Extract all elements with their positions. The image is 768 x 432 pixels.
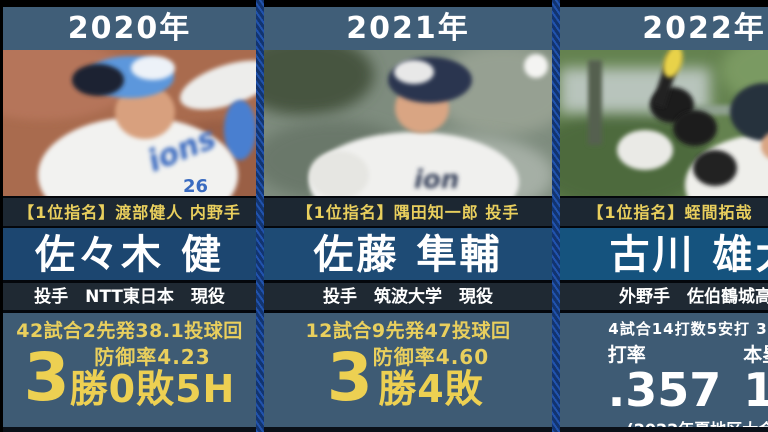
top-black-bar (560, 0, 768, 7)
player-photo-2021: ion (264, 50, 552, 196)
left-black-edge (0, 0, 3, 432)
batter-photo-illustration (560, 50, 768, 196)
stat-batting-line: 4試合14打数5安打 3打点 (608, 320, 768, 338)
stats-footnote: (2022年夏地区大会) (560, 416, 768, 427)
stat-record: 勝4敗 (378, 367, 484, 411)
top-black-bar (3, 0, 256, 7)
first-pick-label-2021: 【1位指名】隅田知一郎 投手 (264, 198, 552, 226)
stats-panel-2020: 42試合2先発38.1投球回 3 防御率4.23 勝0敗5H (3, 313, 256, 427)
separator-line (3, 310, 256, 313)
separator-line (264, 226, 552, 228)
separator-line (264, 196, 552, 198)
svg-text:ion: ion (414, 165, 459, 195)
stats-panel-2022: 4試合14打数5安打 3打点 打率 .357 本塁打 1本 (2022年夏地区大… (560, 313, 768, 427)
striped-column-divider (256, 0, 264, 432)
pitcher-photo-illustration: ions 26 (3, 50, 256, 196)
year-header-2022: 2022年 (560, 7, 768, 50)
separator-line (3, 196, 256, 198)
bottom-dark-bar (560, 427, 768, 432)
player-name-2022: 古川 雄大 (560, 228, 768, 280)
stat-appearances: 42試合2先発38.1投球回 (16, 320, 243, 342)
separator-line (560, 280, 768, 283)
separator-line (264, 280, 552, 283)
separator-line (3, 280, 256, 283)
stat-record: 勝0敗5H (69, 367, 236, 411)
pitcher-photo-illustration: ion (264, 50, 552, 196)
stat-wins-big-number: 3 (326, 339, 373, 417)
separator-line (560, 196, 768, 198)
column-2020: 2020年 ions (3, 0, 256, 432)
first-pick-label-2022: 【1位指名】蛭間拓哉 外野手 (560, 198, 768, 226)
stat-era: 防御率4.23 (94, 345, 211, 369)
year-header-2021: 2021年 (264, 7, 552, 50)
batting-average-value: .357 (607, 363, 722, 417)
bottom-dark-bar (3, 427, 256, 432)
batting-average-label: 打率 (607, 344, 646, 366)
player-profile-2020: 投手 NTT東日本 現役 (3, 283, 256, 310)
stat-era: 防御率4.60 (372, 345, 490, 369)
home-run-value: 1本 (743, 363, 768, 417)
separator-line (560, 226, 768, 228)
player-photo-2022 (560, 50, 768, 196)
player-profile-2022: 外野手 佐伯鶴城高校 (560, 283, 768, 310)
stat-wins-big-number: 3 (23, 339, 70, 417)
player-name-2021: 佐藤 隼輔 (264, 228, 552, 280)
column-2022: 2022年 (560, 0, 768, 432)
year-header-2020: 2020年 (3, 7, 256, 50)
home-run-label: 本塁打 (743, 344, 768, 366)
first-pick-label-2020: 【1位指名】渡部健人 内野手 (3, 198, 256, 226)
separator-line (3, 226, 256, 228)
top-black-bar (264, 0, 552, 7)
separator-line (560, 310, 768, 313)
stats-panel-2021: 12試合9先発47投球回 3 防御率4.60 勝4敗 (264, 313, 552, 427)
svg-text:26: 26 (183, 176, 208, 196)
player-name-2020: 佐々木 健 (3, 228, 256, 280)
column-2021: 2021年 (264, 0, 552, 432)
player-profile-2021: 投手 筑波大学 現役 (264, 283, 552, 310)
striped-column-divider (552, 0, 560, 432)
separator-line (264, 310, 552, 313)
stat-appearances: 12試合9先発47投球回 (305, 320, 511, 342)
player-photo-2020: ions 26 (3, 50, 256, 196)
bottom-dark-bar (264, 427, 552, 432)
